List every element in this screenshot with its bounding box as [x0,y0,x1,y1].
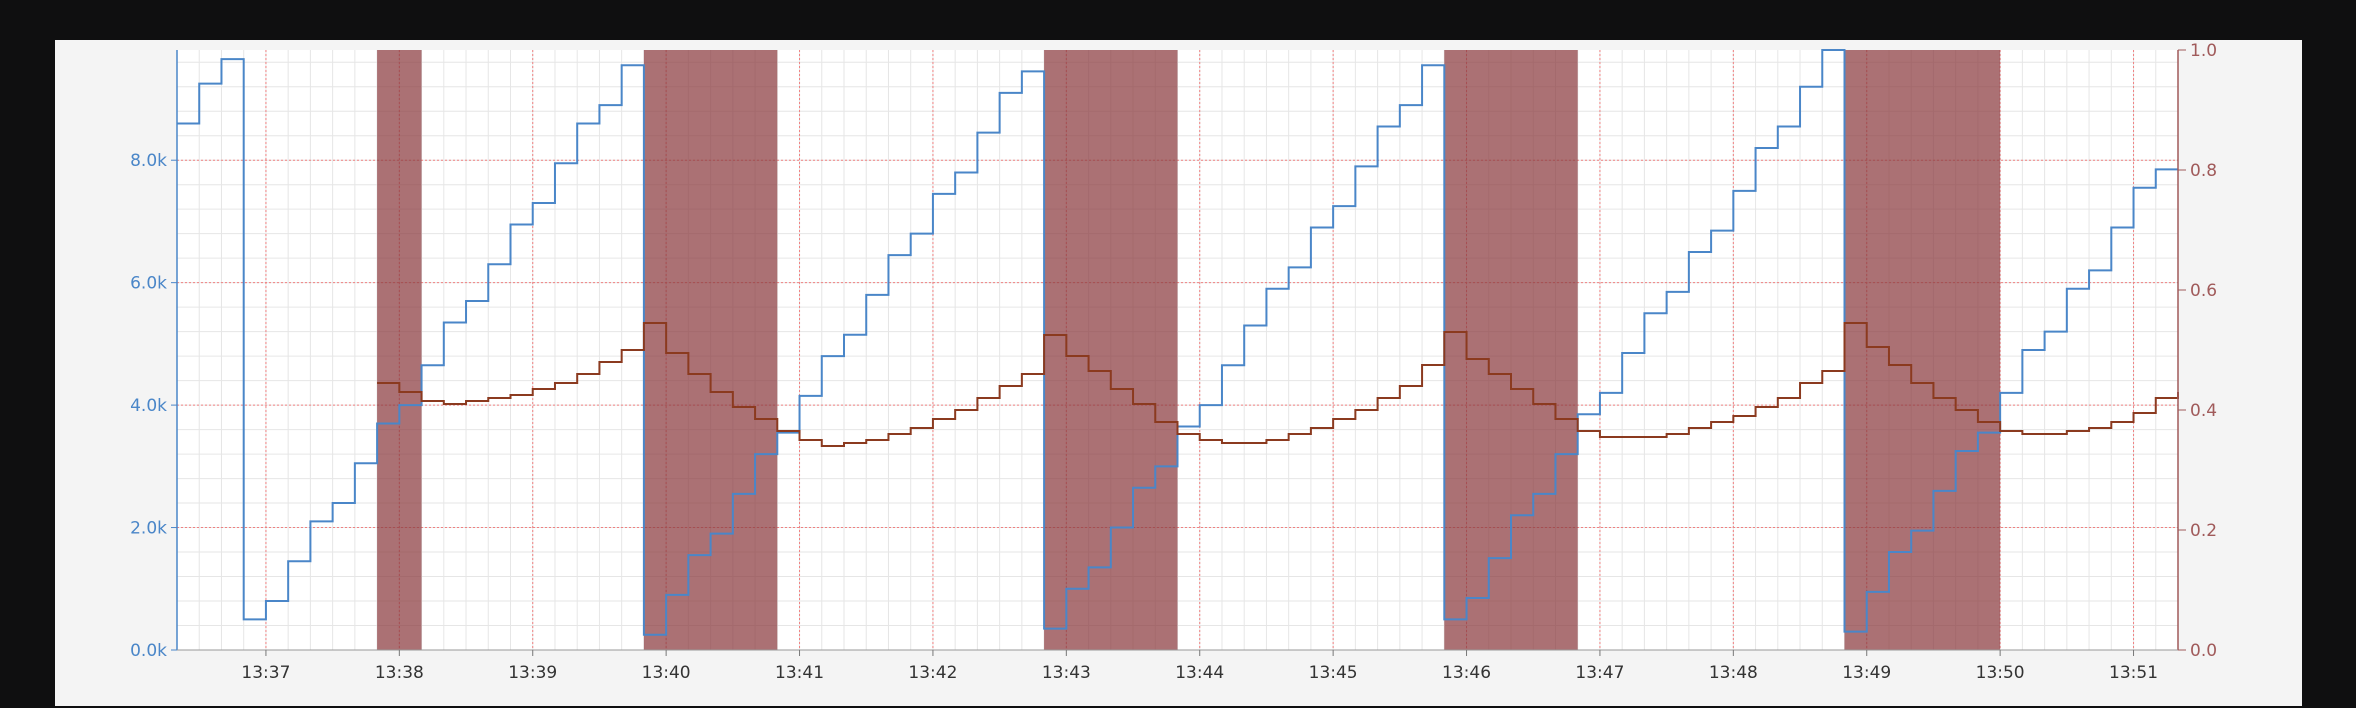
series-line-2 [377,322,2179,447]
shaded-intervals [377,50,2001,650]
x-tick-label: 13:46 [1442,663,1491,683]
x-tick-label: 13:44 [1175,663,1224,683]
shaded-interval [643,50,778,650]
y-left-tick-label: 8.0k [130,151,167,171]
x-tick-label: 13:40 [642,663,691,683]
shaded-interval [1844,50,2001,650]
y-left-tick-label: 6.0k [130,274,167,294]
tick-labels: 0.0k 2.0k 4.0k 6.0k 8.0k 0.0 0.2 0.4 0.6 0.8 1.0 13… [130,41,2217,683]
chart-panel: 0.0k 2.0k 4.0k 6.0k 8.0k 0.0 0.2 0.4 0.6 0.8 1.0 13… [55,40,2302,706]
x-tick-label: 13:50 [1976,663,2025,683]
x-tick-label: 13:39 [508,663,557,683]
series-line-1 [177,49,2178,636]
y-right-tick-label: 0.4 [2190,401,2217,421]
x-tick-label: 13:51 [2109,663,2158,683]
axes [171,49,2186,656]
y-right-tick-label: 0.8 [2190,161,2217,181]
series-lines [177,49,2179,636]
y-right-tick-label: 1.0 [2190,41,2217,61]
shaded-interval [377,50,422,650]
y-left-tick-label: 2.0k [130,519,167,539]
x-tick-label: 13:41 [775,663,824,683]
x-tick-label: 13:49 [1842,663,1891,683]
shaded-interval [1444,50,1578,650]
y-left-tick-label: 4.0k [130,396,167,416]
x-tick-label: 13:48 [1709,663,1758,683]
x-tick-label: 13:38 [375,663,424,683]
y-right-tick-label: 0.0 [2190,641,2217,661]
y-right-tick-label: 0.2 [2190,521,2217,541]
y-left-tick-label: 0.0k [130,641,167,661]
x-tick-label: 13:42 [908,663,957,683]
x-tick-label: 13:47 [1575,663,1624,683]
x-tick-label: 13:37 [241,663,290,683]
y-right-tick-label: 0.6 [2190,281,2217,301]
chart: 0.0k 2.0k 4.0k 6.0k 8.0k 0.0 0.2 0.4 0.6 0.8 1.0 13… [130,41,2217,683]
x-tick-label: 13:45 [1309,663,1358,683]
x-tick-label: 13:43 [1042,663,1091,683]
